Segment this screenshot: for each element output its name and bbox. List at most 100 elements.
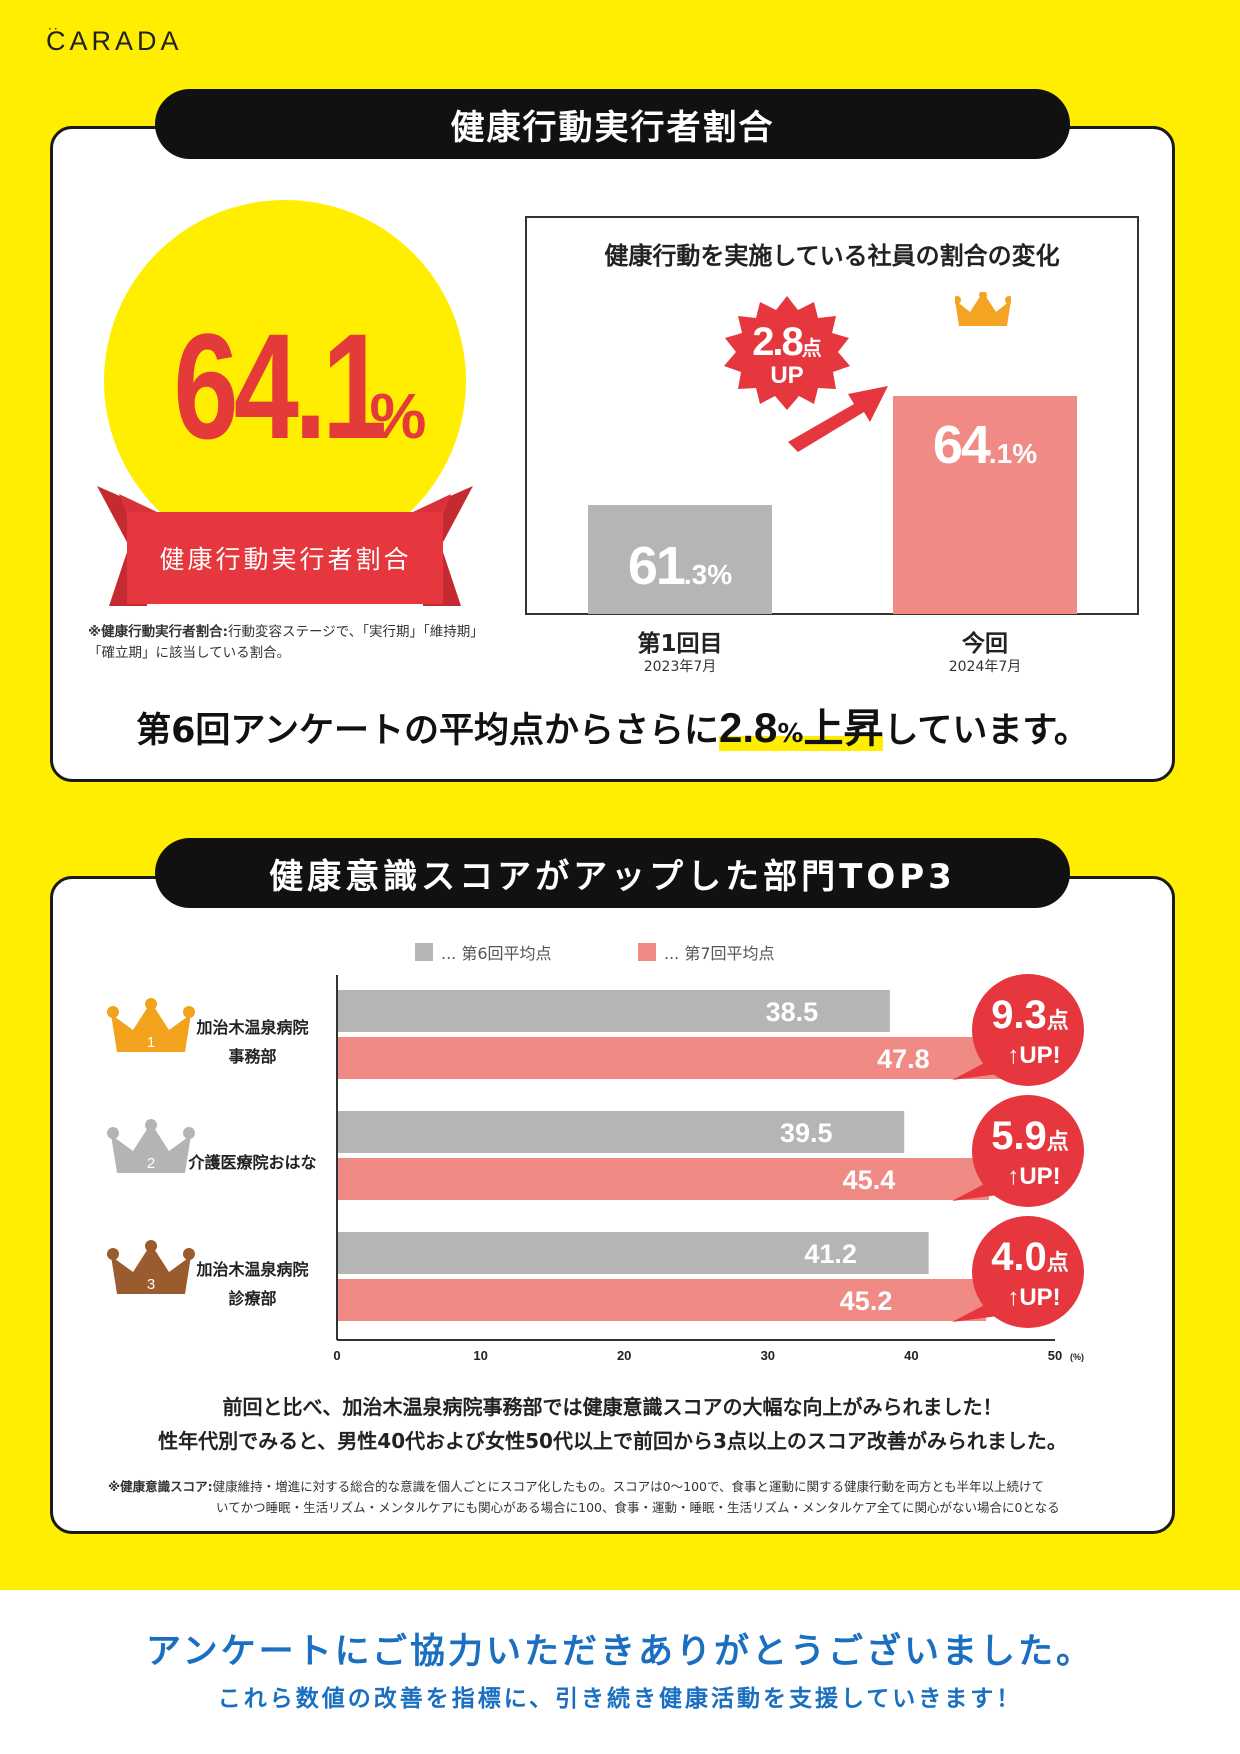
- crown-jewel: [183, 1127, 195, 1139]
- legend-swatch-red: [638, 943, 656, 961]
- thanks-message: アンケートにご協力いただきありがとうございました。: [146, 1632, 1094, 1672]
- x-axis-unit: (%): [1070, 1352, 1084, 1362]
- x-tick-label: 10: [473, 1348, 487, 1363]
- crown-jewel: [107, 1006, 119, 1018]
- headline-word: 上昇: [803, 706, 884, 752]
- up-badge-number: 2.8: [752, 320, 804, 364]
- rank-crown-icon: 3: [107, 1240, 195, 1294]
- crown-jewel: [145, 1119, 157, 1131]
- up-badge-value: 2.8点: [742, 320, 832, 365]
- chart1-bar-first: [588, 505, 772, 614]
- chart1-value-first: 61.3%: [588, 535, 772, 597]
- bar-6th: [338, 1232, 929, 1274]
- chart1-value-integer: 64: [932, 415, 991, 476]
- department-name: 加治木温泉病院: [196, 1018, 309, 1037]
- headline-highlight: 2.8%上昇: [719, 704, 884, 752]
- crown-jewel: [107, 1127, 119, 1139]
- ribbon: [97, 486, 473, 606]
- increase-arrow-icon: [788, 386, 888, 452]
- chart1-x-date-first: 2023年7月: [643, 659, 717, 675]
- bar-6th-value: 38.5: [766, 997, 819, 1027]
- yellow-circle: [104, 200, 466, 562]
- section2-title: 健康意識スコアがアップした部門TOP3: [155, 838, 1070, 908]
- crown-shape: [111, 1002, 191, 1052]
- note2-term: ※健康意識スコア:: [108, 1479, 213, 1494]
- bubble-number: 9.3: [991, 993, 1047, 1037]
- bar-7th: [338, 1279, 987, 1321]
- department-label: 加治木温泉病院 診療部: [170, 1255, 335, 1313]
- score-up-bubble: [972, 1095, 1084, 1207]
- chart1-title: 健康行動を実施している社員の割合の変化: [604, 242, 1060, 270]
- x-tick-label: 30: [761, 1348, 775, 1363]
- note-term: ※健康行動実行者割合:: [88, 624, 229, 640]
- crown-jewel: [145, 1240, 157, 1252]
- bubble-value: 5.9点: [991, 1114, 1069, 1158]
- legend-label-7th: ... 第7回平均点: [664, 944, 775, 963]
- note2-line1: 健康維持・増進に対する総合的な意識を個人ごとにスコア化したもの。スコアは0〜10…: [212, 1479, 1044, 1494]
- crown-shape: [111, 1244, 191, 1294]
- bubble-unit: 点: [1047, 1008, 1069, 1033]
- rank-number: 1: [147, 1034, 155, 1051]
- x-tick-label: 20: [617, 1348, 631, 1363]
- up-badge-burst: [724, 296, 850, 410]
- chart1-value-integer: 61: [627, 536, 686, 597]
- rank-crown-icon: 2: [107, 1119, 195, 1173]
- section2-summary: 前回と比べ、加治木温泉病院事務部では健康意識スコアの大幅な向上がみられました！ …: [50, 1390, 1175, 1458]
- x-tick-label: 40: [904, 1348, 918, 1363]
- crown-jewel: [145, 998, 157, 1010]
- big-percentage-value: 64.1: [173, 302, 387, 470]
- bar-7th: [338, 1037, 1024, 1079]
- x-tick-label: 0: [333, 1348, 340, 1363]
- chart1-x-label-first: 第1回目: [637, 631, 723, 657]
- chart1-x-date-current: 2024年7月: [948, 659, 1022, 675]
- summary-line2: 性年代別でみると、男性40代および女性50代以上で前回から3点以上のスコア改善が…: [158, 1429, 1067, 1453]
- department-bar-chart: 0 10 20 30 40 50 (%)38.547.89.3点↑UP!39.545.45.…: [107, 974, 1084, 1363]
- chart1-x-label-current: 今回: [962, 631, 1008, 657]
- rank-number: 2: [147, 1155, 155, 1172]
- section1-title: 健康行動実行者割合: [155, 89, 1070, 159]
- bar-6th-value: 39.5: [780, 1118, 833, 1148]
- department-name: 加治木温泉病院: [196, 1260, 309, 1279]
- bubble-number: 5.9: [991, 1114, 1047, 1158]
- legend-label-6th: ... 第6回平均点: [441, 944, 552, 963]
- crown-jewel: [107, 1248, 119, 1260]
- big-percentage: 64.1%: [104, 300, 466, 473]
- bar-7th-value: 47.8: [877, 1044, 930, 1074]
- up-badge-unit: 点: [801, 338, 822, 360]
- crown-jewel: [183, 1248, 195, 1260]
- chart1-bar-current: [893, 396, 1077, 614]
- note2-line2: いてかつ睡眠・生活リズム・メンタルケアにも関心がある場合に100、食事・運動・睡…: [216, 1500, 1060, 1515]
- bar-6th-value: 41.2: [804, 1239, 857, 1269]
- legend-item-6th: ... 第6回平均点: [415, 940, 552, 964]
- logo-dots: ··: [48, 22, 60, 36]
- bar-7th-value: 45.2: [840, 1286, 893, 1316]
- department-label: 介護医療院おはな: [170, 1148, 335, 1177]
- department-subname: 事務部: [228, 1047, 277, 1066]
- bar-6th: [338, 1111, 905, 1153]
- chart1-value-current: 64.1%: [893, 414, 1077, 476]
- legend-swatch-gray: [415, 943, 433, 961]
- section1-note: ※健康行動実行者割合:行動変容ステージで、「実行期」「維持期」「確立期」に該当し…: [88, 622, 498, 664]
- bubble-unit: 点: [1047, 1250, 1069, 1275]
- x-tick-label: 50: [1048, 1348, 1062, 1363]
- bubble-value: 4.0点: [991, 1235, 1069, 1279]
- bubble-number: 4.0: [991, 1235, 1047, 1279]
- bar-7th: [338, 1158, 989, 1200]
- section2-card: [50, 876, 1175, 1534]
- rank-crown-icon: 1: [107, 998, 195, 1052]
- up-badge-up: UP: [770, 362, 804, 389]
- bar-7th-value: 45.4: [843, 1165, 896, 1195]
- bubble-up: ↑UP!: [1007, 1163, 1060, 1190]
- crown-jewel: [183, 1006, 195, 1018]
- note-body: 行動変容ステージで、「実行期」「維持期」「確立期」に該当している割合。: [88, 624, 484, 661]
- headline-unit: %: [777, 719, 804, 749]
- summary-line1: 前回と比べ、加治木温泉病院事務部では健康意識スコアの大幅な向上がみられました！: [222, 1395, 1003, 1419]
- score-up-bubble: [972, 974, 1084, 1086]
- bar-6th: [338, 990, 890, 1032]
- legend-item-7th: ... 第7回平均点: [638, 940, 775, 964]
- section2-note: ※健康意識スコア:健康維持・増進に対する総合的な意識を個人ごとにスコア化したもの…: [108, 1476, 1128, 1518]
- bubble-up: ↑UP!: [1007, 1042, 1060, 1069]
- big-percentage-unit: %: [369, 380, 427, 452]
- department-subname: 診療部: [228, 1289, 277, 1308]
- section1-headline: 第6回アンケートの平均点からさらに2.8%上昇しています。: [50, 696, 1175, 754]
